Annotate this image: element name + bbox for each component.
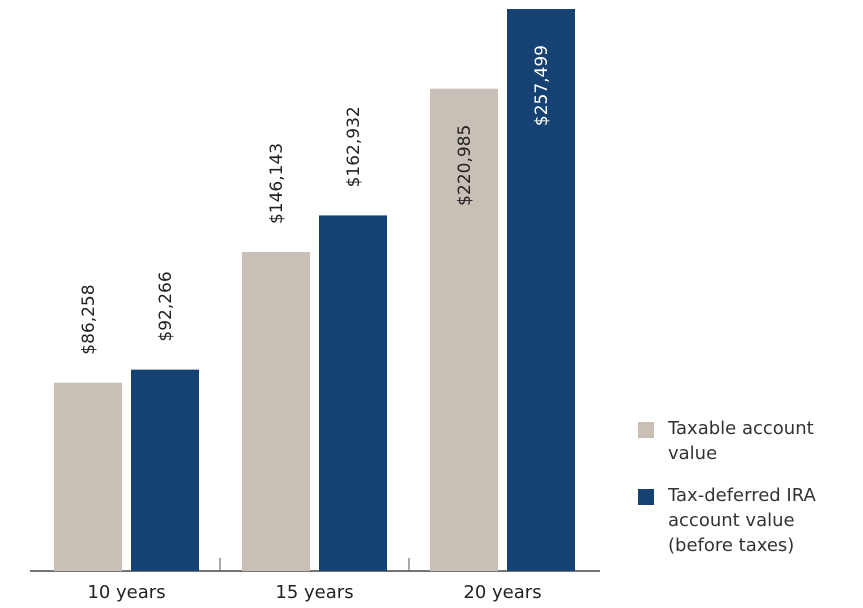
category-label-2: 15 years xyxy=(275,582,353,603)
bar-taxable-1 xyxy=(54,383,122,571)
legend-item-taxable: Taxable account value xyxy=(638,416,863,466)
value-label-ira-2: $162,932 xyxy=(344,106,364,187)
value-label-ira-1: $92,266 xyxy=(156,271,176,341)
legend: Taxable account value Tax-deferred IRA a… xyxy=(638,416,863,575)
category-label-1: 10 years xyxy=(87,582,165,603)
value-label-taxable-3: $220,985 xyxy=(455,125,475,206)
bar-ira-1 xyxy=(131,370,199,571)
bars xyxy=(54,9,575,571)
legend-item-ira: Tax-deferred IRA account value (before t… xyxy=(638,483,863,558)
category-label-3: 20 years xyxy=(463,582,541,603)
category-labels: 10 years 15 years 20 years xyxy=(87,582,541,603)
legend-label-taxable: Taxable account value xyxy=(668,418,814,464)
legend-swatch-ira xyxy=(638,489,654,505)
value-label-taxable-1: $86,258 xyxy=(79,284,99,354)
bar-ira-2 xyxy=(319,215,387,571)
bar-taxable-2 xyxy=(242,252,310,571)
value-label-ira-3: $257,499 xyxy=(532,45,552,126)
value-label-taxable-2: $146,143 xyxy=(267,143,287,224)
legend-swatch-taxable xyxy=(638,422,654,438)
legend-label-ira: Tax-deferred IRA account value (before t… xyxy=(668,485,816,556)
